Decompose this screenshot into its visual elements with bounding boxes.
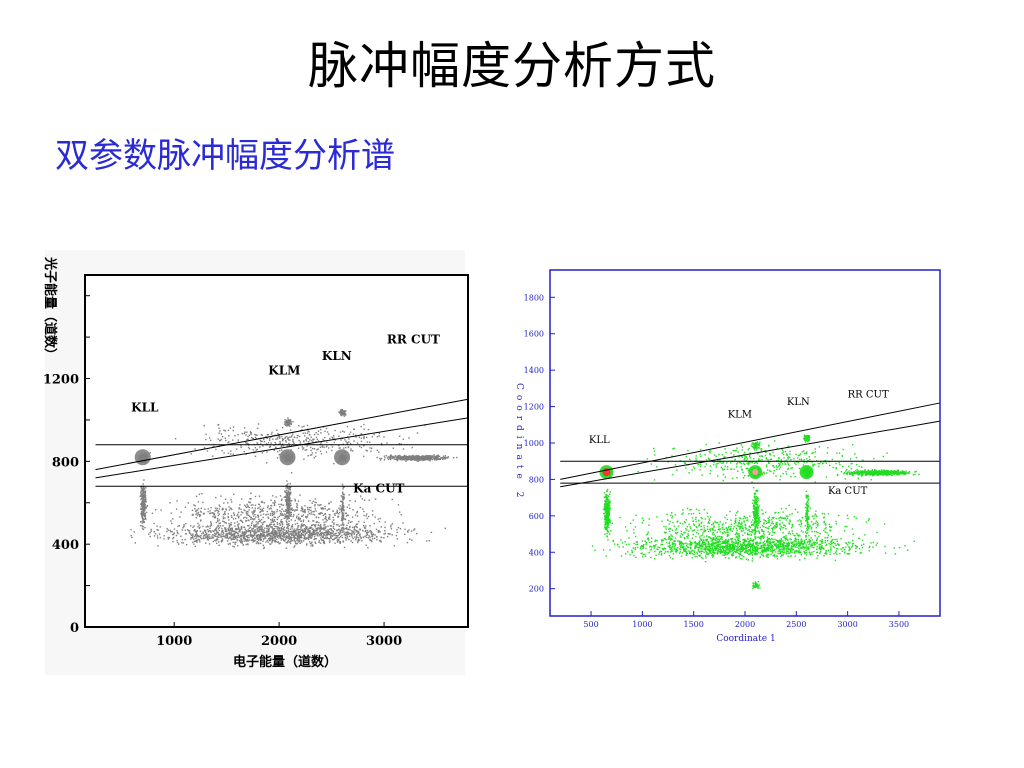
y-axis-label: Coordinate 2 — [514, 383, 524, 502]
point-cluster — [602, 488, 612, 541]
x-axis-label: 电子能量（道数） — [233, 654, 337, 670]
point-cluster — [804, 490, 810, 538]
x-tick-label: 1500 — [684, 620, 704, 629]
y-tick-label: 600 — [529, 512, 544, 521]
point-cluster — [334, 449, 351, 466]
point-cluster — [608, 504, 886, 550]
peak-label: KLL — [131, 401, 159, 415]
x-tick-label: 3000 — [366, 634, 402, 649]
point-cluster — [284, 472, 293, 530]
peak-label: RR CUT — [387, 332, 440, 346]
plot-area — [550, 270, 940, 616]
y-tick-label: 0 — [70, 621, 79, 636]
peak-blob — [334, 449, 351, 466]
slide-subtitle: 双参数脉冲幅度分析谱 — [55, 136, 395, 176]
plot-area — [85, 275, 468, 627]
point-cluster — [751, 487, 761, 538]
peak-label: KLN — [322, 349, 352, 363]
rr-cut-line — [95, 417, 469, 479]
y-tick-label: 1800 — [524, 293, 544, 302]
x-tick-label: 1000 — [632, 620, 652, 629]
y-tick-label: 1200 — [43, 373, 79, 388]
point-cluster — [134, 449, 151, 466]
peak-label: KLN — [787, 397, 810, 408]
peak-hotspot — [752, 469, 759, 476]
point-cluster — [130, 519, 446, 550]
y-tick-label: 400 — [529, 548, 544, 557]
y-tick-label: 200 — [529, 585, 544, 594]
axis-ticks: 1000 2000 3000 0 400 800 1200 — [43, 295, 402, 649]
scatter-points — [591, 434, 920, 590]
cut-lines — [95, 398, 469, 487]
peak-label: Ka CUT — [353, 481, 404, 495]
peak-label: KLM — [268, 363, 300, 377]
peak-label: KLL — [589, 435, 610, 446]
chart-green-spectrum: 500 1000 1500 2000 2500 3000 3500 200 400 600 800 1… — [514, 269, 941, 644]
point-cluster — [799, 465, 814, 480]
x-tick-label: 2000 — [735, 620, 755, 629]
point-cluster — [279, 449, 296, 466]
x-tick-label: 1000 — [156, 634, 192, 649]
peak-blob — [134, 449, 151, 466]
y-tick-label: 800 — [529, 475, 544, 484]
rr-cut-line — [560, 420, 941, 488]
peak-blob — [279, 449, 296, 466]
cut-lines — [560, 402, 941, 488]
x-tick-label: 2000 — [261, 634, 297, 649]
point-cluster — [803, 434, 811, 443]
x-tick-label: 2500 — [786, 620, 806, 629]
rr-cut-line — [95, 398, 469, 471]
peak-label: Ka CUT — [828, 486, 868, 497]
x-tick-label: 500 — [583, 620, 598, 629]
x-tick-label: 3500 — [889, 620, 909, 629]
rr-cut-line — [560, 402, 941, 480]
x-axis-label: Coordinate 1 — [716, 634, 775, 644]
annotations: KLL KLM KLN RR CUT Ka CUT — [131, 332, 440, 495]
peak-label: RR CUT — [848, 389, 889, 400]
y-tick-label: 800 — [52, 455, 79, 470]
y-tick-label: 1200 — [524, 403, 544, 412]
point-cluster — [338, 408, 347, 417]
point-cluster — [151, 492, 404, 538]
y-tick-label: 1000 — [524, 439, 544, 448]
plot-frame — [84, 274, 469, 628]
y-tick-label: 1400 — [524, 366, 544, 375]
point-cluster — [591, 531, 915, 563]
x-tick-label: 3000 — [837, 620, 857, 629]
slide-title: 脉冲幅度分析方式 — [308, 37, 716, 95]
y-tick-label: 1600 — [524, 330, 544, 339]
axis-ticks: 500 1000 1500 2000 2500 3000 3500 200 400 600 800 1… — [524, 293, 909, 629]
point-cluster — [376, 454, 458, 462]
y-tick-label: 400 — [52, 538, 79, 553]
point-cluster — [752, 581, 761, 590]
point-cluster — [139, 479, 149, 531]
annotations: KLL KLM KLN RR CUT Ka CUT — [589, 389, 889, 497]
point-cluster — [843, 469, 920, 477]
scatter-points — [130, 408, 458, 550]
peak-label: KLM — [728, 410, 752, 421]
y-axis-label: 光子能量（道数） — [42, 256, 58, 361]
